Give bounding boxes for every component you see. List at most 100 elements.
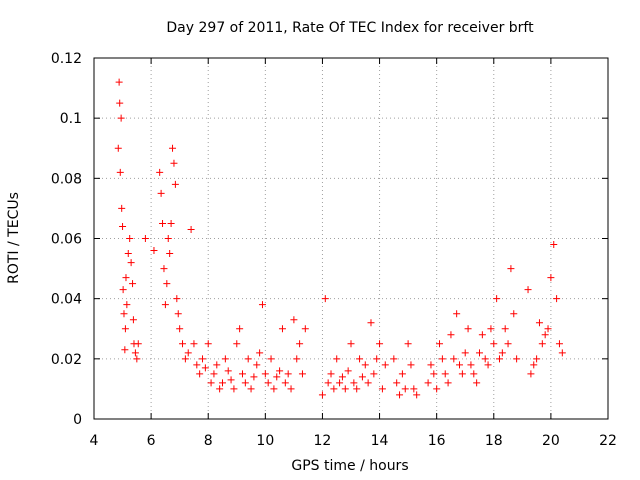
data-point <box>456 361 464 369</box>
data-point <box>444 379 452 387</box>
x-tick-label: 20 <box>542 433 560 449</box>
data-point <box>157 189 165 197</box>
data-point <box>236 325 244 333</box>
data-point <box>458 370 466 378</box>
data-point <box>131 349 139 357</box>
data-point <box>398 370 406 378</box>
data-point <box>276 367 284 375</box>
data-point <box>441 370 449 378</box>
data-point <box>270 385 278 393</box>
data-point <box>173 295 181 303</box>
data-point <box>301 325 309 333</box>
data-point <box>361 361 369 369</box>
data-point <box>179 340 187 348</box>
data-point <box>527 370 535 378</box>
data-point <box>221 355 229 363</box>
data-point <box>336 379 344 387</box>
y-tick-label: 0.04 <box>51 292 82 308</box>
data-point <box>484 361 492 369</box>
x-tick-label: 6 <box>147 433 156 449</box>
data-point <box>264 379 272 387</box>
data-point <box>450 355 458 363</box>
data-point <box>176 325 184 333</box>
y-tick-label: 0 <box>73 412 82 428</box>
data-point <box>127 259 135 267</box>
data-point <box>278 325 286 333</box>
data-point <box>250 373 258 381</box>
data-point <box>210 370 218 378</box>
data-point <box>281 379 289 387</box>
y-tick-label: 0.1 <box>60 111 82 127</box>
data-point <box>287 385 295 393</box>
data-point <box>324 379 332 387</box>
x-tick-label: 22 <box>599 433 617 449</box>
data-point <box>447 331 455 339</box>
data-point <box>117 114 125 122</box>
data-point <box>404 340 412 348</box>
x-tick-label: 4 <box>90 433 99 449</box>
data-point <box>533 355 541 363</box>
data-point <box>495 355 503 363</box>
data-point <box>122 274 130 282</box>
data-point <box>341 385 349 393</box>
data-point <box>353 385 361 393</box>
data-point <box>267 355 275 363</box>
data-point <box>413 391 421 399</box>
data-point <box>293 355 301 363</box>
data-point <box>356 355 364 363</box>
data-point <box>338 373 346 381</box>
data-point <box>116 99 124 107</box>
data-point <box>553 295 561 303</box>
data-point <box>126 235 134 242</box>
data-point <box>473 379 481 387</box>
data-point <box>199 355 207 363</box>
data-point <box>535 319 543 327</box>
data-point <box>330 385 338 393</box>
data-point <box>498 349 506 357</box>
data-point <box>121 325 129 333</box>
x-tick-label: 8 <box>204 433 213 449</box>
data-point <box>478 331 486 339</box>
data-point <box>501 325 509 333</box>
data-point <box>207 379 215 387</box>
data-point <box>187 225 195 233</box>
x-tick-label: 12 <box>314 433 332 449</box>
data-point <box>169 144 177 152</box>
data-point <box>430 370 438 378</box>
data-point <box>541 331 549 339</box>
data-point <box>436 340 444 348</box>
data-point <box>181 355 189 363</box>
data-point <box>213 361 221 369</box>
data-point <box>555 340 563 348</box>
data-point <box>129 316 137 324</box>
data-point <box>513 355 521 363</box>
data-point <box>238 370 246 378</box>
data-point <box>196 370 204 378</box>
data-point <box>327 370 335 378</box>
data-points <box>114 78 566 399</box>
data-point <box>156 168 164 176</box>
data-point <box>364 379 372 387</box>
data-point <box>467 361 475 369</box>
data-point <box>464 325 472 333</box>
data-point <box>163 280 171 288</box>
data-point <box>244 355 252 363</box>
data-point <box>461 349 469 357</box>
data-point <box>159 219 167 227</box>
data-point <box>433 385 441 393</box>
data-point <box>538 340 546 348</box>
data-point <box>160 265 168 273</box>
data-point <box>318 391 326 399</box>
data-point <box>393 379 401 387</box>
y-axis-label: ROTI / TECUs <box>6 192 22 284</box>
data-point <box>164 235 172 242</box>
data-point <box>161 301 169 309</box>
data-point <box>530 361 538 369</box>
data-point <box>227 376 235 384</box>
data-point <box>190 340 198 348</box>
data-point <box>298 370 306 378</box>
data-point <box>376 340 384 348</box>
data-point <box>141 235 149 242</box>
data-point <box>396 391 404 399</box>
data-point <box>296 340 304 348</box>
